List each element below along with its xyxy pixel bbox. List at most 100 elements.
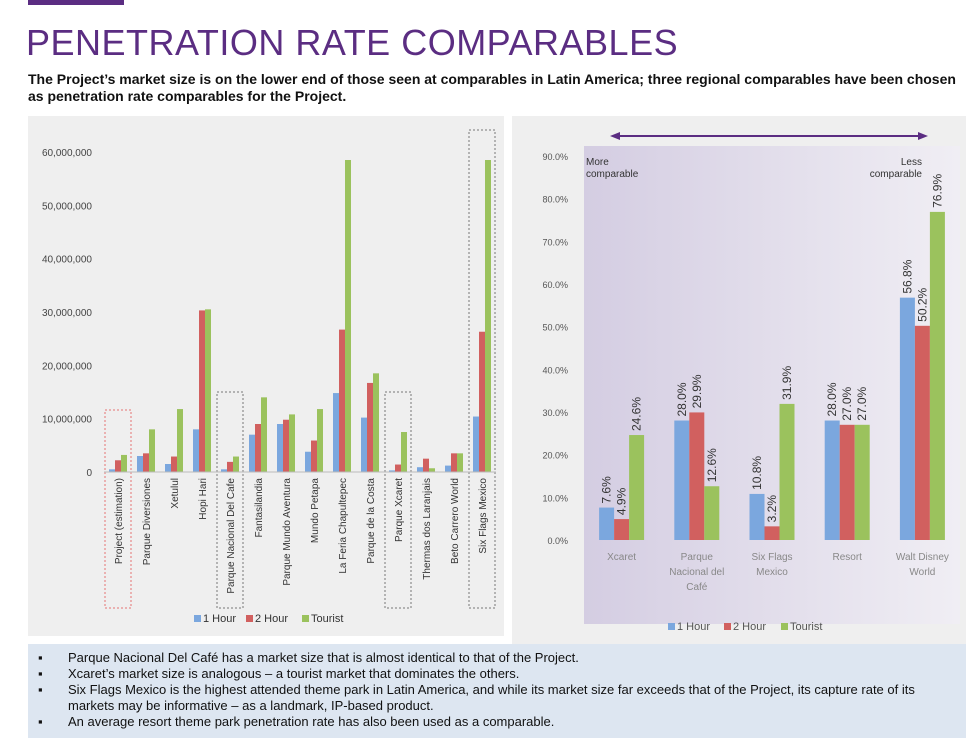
data-label: 29.9%: [690, 374, 704, 408]
bar-1-hour: [249, 434, 255, 472]
bar-2-hour: [764, 526, 780, 540]
category-label: Hopi Hari: [198, 478, 209, 520]
y-tick-label: 70.0%: [542, 237, 568, 247]
note-text: Six Flags Mexico is the highest attended…: [68, 682, 915, 713]
category-label: Thermas dos Laranjais: [422, 478, 433, 580]
bar-1-hour: [193, 429, 199, 472]
legend-label: 2 Hour: [733, 621, 766, 633]
bar-2-hour: [171, 456, 177, 472]
data-label: 10.8%: [750, 456, 764, 490]
y-tick-label: 60.0%: [542, 280, 568, 290]
bullet-icon: ▪: [38, 666, 43, 681]
y-tick-label: 40,000,000: [42, 255, 92, 266]
bar-tourist: [929, 211, 945, 540]
highlight-box: [104, 409, 132, 609]
penetration-rate-chart: MorecomparableLesscomparable90.0%80.0%70…: [542, 132, 960, 633]
accent-bar: [28, 0, 124, 5]
bar-tourist: [704, 486, 720, 540]
arrow-head-left: [610, 132, 620, 140]
y-tick-label: 90.0%: [542, 152, 568, 162]
bar-1-hour: [333, 393, 339, 472]
bullet-icon: ▪: [38, 650, 43, 665]
bar-tourist: [401, 432, 407, 472]
bar-tourist: [373, 373, 379, 472]
data-label: 31.9%: [780, 366, 794, 400]
bar-tourist: [317, 409, 323, 472]
bar-2-hour: [451, 453, 457, 472]
bar-1-hour: [165, 464, 171, 472]
legend-swatch: [724, 623, 731, 630]
category-label: Parque Diversiones: [142, 478, 153, 565]
bar-tourist: [289, 414, 295, 472]
data-label: 24.6%: [630, 397, 644, 431]
bar-1-hour: [899, 297, 915, 540]
notes-box: ▪ Parque Nacional Del Café has a market s…: [28, 644, 966, 738]
y-tick-label: 0: [86, 468, 92, 479]
legend-label: Tourist: [311, 613, 343, 625]
highlight-box: [468, 129, 496, 609]
bar-2-hour: [311, 440, 317, 472]
market-size-chart: 60,000,000 50,000,000 40,000,000 30,000,000…: [42, 129, 496, 625]
bar-2-hour: [227, 461, 233, 472]
bar-1-hour: [417, 467, 423, 472]
page-title: PENETRATION RATE COMPARABLES: [26, 22, 679, 63]
bar-1-hour: [137, 456, 143, 472]
bar-1-hour: [599, 507, 615, 540]
notes-list: ▪ Parque Nacional Del Café has a market s…: [28, 644, 966, 730]
data-label: 27.0%: [840, 386, 854, 420]
bar-tourist: [149, 429, 155, 472]
y-tick-label: 10,000,000: [42, 415, 92, 426]
penetration-rate-chart-panel: More comparable Less comparable 90.0% 80.0% 70…: [512, 116, 966, 646]
legend-label: 1 Hour: [677, 621, 710, 633]
annotation-more-comparable: More: [586, 157, 609, 168]
y-tick-label: 0.0%: [547, 536, 568, 546]
category-label: Fantasilandia: [254, 478, 265, 538]
category-label: Mexico: [756, 567, 788, 578]
category-label: Walt Disney: [896, 552, 949, 563]
category-label: Project (estimation): [114, 478, 125, 564]
data-label: 12.6%: [705, 448, 719, 482]
data-label: 7.6%: [600, 476, 614, 504]
bar-tourist: [457, 453, 463, 472]
category-label: Xetulul: [170, 478, 181, 509]
bar-2-hour: [115, 460, 121, 472]
y-tick-label: 30.0%: [542, 408, 568, 418]
bar-1-hour: [305, 451, 311, 472]
data-label: 3.2%: [765, 495, 779, 523]
data-label: 27.0%: [855, 386, 869, 420]
bar-2-hour: [395, 464, 401, 472]
y-tick-label: 80.0%: [542, 195, 568, 205]
bar-tourist: [485, 160, 491, 472]
category-label: Parque de la Costa: [366, 478, 377, 564]
data-label: 56.8%: [900, 259, 914, 293]
bar-tourist: [261, 397, 267, 472]
bar-tourist: [429, 468, 435, 472]
bar-1-hour: [361, 417, 367, 472]
bar-tourist: [779, 403, 795, 540]
bar-2-hour: [423, 458, 429, 472]
y-tick-label: 10.0%: [542, 493, 568, 503]
note-text: Parque Nacional Del Café has a market si…: [68, 650, 579, 665]
annotation-more-comparable: comparable: [586, 169, 639, 180]
category-label: Mundo Petapa: [310, 478, 321, 543]
bar-2-hour: [367, 382, 373, 472]
legend-label: 2 Hour: [255, 613, 288, 625]
bar-1-hour: [277, 424, 283, 472]
legend-swatch: [246, 615, 253, 622]
data-label: 50.2%: [915, 287, 929, 321]
bar-1-hour: [445, 465, 451, 472]
category-label: Parque Nacional Del Cafe: [226, 478, 237, 594]
bar-2-hour: [839, 424, 855, 540]
market-size-chart-panel: 60,000,000 50,000,000 40,000,000 30,000,000…: [28, 116, 504, 636]
category-label: Nacional del: [669, 567, 724, 578]
annotation-less-comparable: comparable: [870, 169, 923, 180]
note-text: An average resort theme park penetration…: [68, 714, 555, 729]
legend-swatch: [302, 615, 309, 622]
category-label: Xcaret: [607, 552, 636, 563]
bar-2-hour: [283, 419, 289, 472]
bar-2-hour: [143, 453, 149, 472]
bar-tourist: [177, 409, 183, 472]
page-subtitle: The Project’s market size is on the lowe…: [28, 71, 956, 104]
category-label: Beto Carrero World: [450, 478, 461, 564]
bar-2-hour: [479, 331, 485, 472]
